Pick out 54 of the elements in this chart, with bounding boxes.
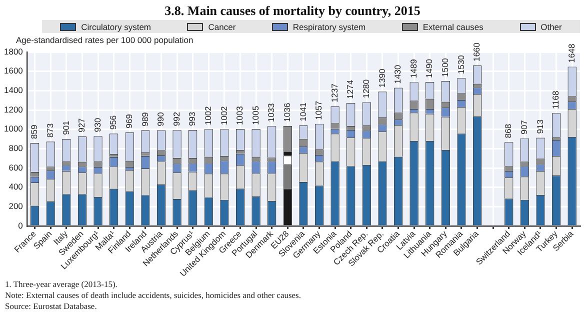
total-label: 907 (519, 120, 530, 134)
legend-label: Other (540, 22, 562, 32)
total-label: 969 (124, 114, 134, 128)
y-tick-label: 400 (8, 182, 24, 192)
total-label: 1530 (456, 54, 466, 74)
chart-title: 3.8. Main causes of mortality by country, 2015 (164, 3, 422, 19)
total-label: 1237 (329, 83, 340, 102)
total-label: 989 (140, 112, 150, 126)
total-label: 992 (171, 112, 182, 126)
y-tick-label: 1400 (4, 85, 24, 96)
legend-label: Cancer (207, 22, 236, 32)
total-label: 1002 (202, 106, 213, 126)
text: Note: External causes of death include accidents, suicides, homicides and other causes. (5, 290, 301, 301)
total-label: 990 (156, 112, 166, 126)
source-note: Source: Eurostat Database. (5, 301, 98, 312)
total-label: 927 (76, 118, 87, 132)
total-label: 1490 (424, 58, 434, 78)
total-label: 1005 (250, 106, 260, 125)
total-label: 859 (29, 124, 40, 139)
text: 1. Three-year average (2013-15). (5, 279, 118, 290)
y-tick-label: 1600 (4, 66, 24, 76)
total-label: 1003 (234, 106, 245, 126)
y-tick-label: 1200 (4, 104, 24, 114)
legend-label: Respiratory system (292, 22, 366, 32)
total-label: 1033 (266, 102, 276, 122)
total-label: 901 (60, 120, 71, 135)
total-label: 1430 (392, 64, 403, 84)
total-label: 1002 (218, 106, 229, 126)
total-label: 1036 (282, 102, 292, 122)
total-label: 1168 (550, 90, 561, 110)
total-label: 1274 (345, 80, 356, 99)
y-tick-label: 200 (8, 201, 24, 212)
y-tick-label: 1800 (4, 46, 24, 56)
total-label: 1500 (440, 58, 450, 78)
total-label: 1489 (408, 58, 418, 78)
y-tick-label: 600 (8, 162, 24, 172)
total-label: 913 (534, 119, 545, 134)
total-label: 993 (187, 112, 198, 126)
total-label: 1057 (314, 100, 324, 120)
y-tick-label: 0 (18, 220, 24, 230)
legend-label: External causes (422, 22, 484, 32)
total-label: 1280 (361, 79, 372, 98)
legend-label: Circulatory system (80, 22, 152, 32)
y-tick-label: 1000 (4, 124, 24, 134)
total-label: 1660 (472, 42, 482, 62)
total-label: 1390 (376, 68, 387, 88)
total-label: 956 (108, 115, 118, 130)
total-label: 868 (503, 124, 514, 138)
y-tick-label: 800 (8, 143, 24, 154)
total-label: 1041 (298, 102, 308, 122)
total-label: 1648 (566, 44, 576, 63)
total-label: 873 (44, 123, 55, 138)
y-axis-title: Age-standardised rates per 100 000 population (16, 35, 194, 45)
total-label: 930 (92, 118, 102, 132)
